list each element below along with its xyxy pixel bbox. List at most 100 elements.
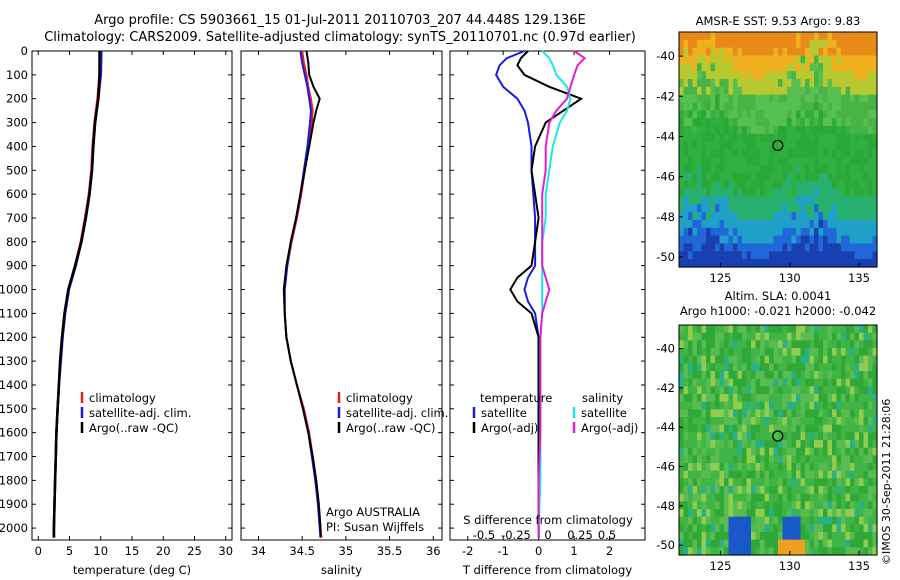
map-cell	[854, 440, 860, 449]
map-cell	[773, 501, 779, 510]
map-cell	[850, 180, 856, 190]
map-cell	[800, 118, 806, 127]
map-cell	[737, 478, 743, 487]
map-cell	[841, 332, 847, 341]
map-cell	[769, 173, 775, 182]
map-cell	[782, 547, 788, 556]
map-cell	[841, 196, 847, 205]
map-cell	[728, 126, 734, 135]
map-cell	[841, 516, 847, 525]
map-cell	[733, 470, 739, 479]
map-cell	[728, 340, 734, 349]
map-cell	[863, 532, 869, 541]
map-cell	[778, 355, 784, 364]
map-cell	[787, 71, 793, 80]
map-cell	[692, 227, 698, 237]
map-cell	[742, 394, 748, 403]
map-cell	[827, 212, 833, 221]
map-cell	[760, 325, 766, 334]
map-cell	[809, 243, 815, 252]
map-cell	[809, 32, 815, 41]
map-cell	[769, 118, 775, 127]
map-cell	[764, 196, 770, 205]
map-cell	[755, 493, 761, 502]
map-cell	[755, 32, 761, 41]
map-cell	[814, 501, 820, 510]
map-cell	[814, 79, 820, 88]
map-cell	[791, 371, 797, 380]
map-cell	[850, 126, 856, 135]
map-cell	[791, 32, 797, 41]
map-cell	[868, 235, 874, 245]
map-cell	[818, 378, 824, 387]
map-cell	[773, 539, 779, 548]
map-cell	[868, 417, 874, 426]
map-cell	[701, 102, 707, 111]
map-cell	[872, 71, 878, 80]
map-cell	[814, 102, 820, 111]
map-cell	[800, 126, 806, 135]
map-cell	[688, 63, 694, 72]
map-cell	[751, 126, 757, 135]
map-cell	[787, 501, 793, 510]
map-cell	[737, 332, 743, 341]
map-cell	[832, 501, 838, 510]
x2-tick-label: -0.25	[501, 528, 531, 542]
map-cell	[796, 94, 802, 104]
map-cell	[737, 340, 743, 349]
map-cell	[778, 348, 784, 357]
map-cell	[872, 325, 878, 334]
map-cell	[836, 86, 842, 96]
map-cell	[679, 463, 685, 472]
map-cell	[737, 79, 743, 88]
map-cell	[733, 235, 739, 245]
map-cell	[751, 204, 757, 213]
map-cell	[859, 173, 865, 182]
map-cell	[809, 547, 815, 556]
map-cell	[692, 141, 698, 151]
map-cell	[791, 243, 797, 252]
map-cell	[863, 32, 869, 41]
map-cell	[746, 547, 752, 556]
map-cell	[868, 141, 874, 151]
map-cell	[836, 126, 842, 135]
map-cell	[733, 188, 739, 198]
series-line-satellite-adj-clim-	[283, 50, 322, 538]
map-cell	[697, 325, 703, 334]
map-cell	[751, 409, 757, 418]
map-cell	[850, 86, 856, 96]
map-cell	[800, 332, 806, 341]
map-cell	[836, 401, 842, 410]
map-cell	[845, 94, 851, 104]
map-cell	[818, 141, 824, 151]
map-cell	[733, 32, 739, 41]
map-cell	[836, 409, 842, 418]
map-cell	[814, 133, 820, 143]
map-cell	[751, 243, 757, 252]
map-cell	[859, 332, 865, 341]
map-cell	[733, 371, 739, 380]
map-cell	[827, 259, 833, 268]
map-cell	[841, 133, 847, 143]
map-cell	[769, 363, 775, 372]
map-cell	[850, 394, 856, 403]
map-cell	[814, 126, 820, 135]
map-cell	[773, 118, 779, 127]
map-cell	[845, 126, 851, 135]
map-cell	[773, 325, 779, 334]
map-cell	[692, 157, 698, 166]
map-cell	[688, 55, 694, 64]
map-cell	[692, 180, 698, 190]
map-cell	[751, 71, 757, 80]
map-cell	[688, 173, 694, 182]
map-cell	[719, 94, 725, 104]
map-cell	[823, 363, 829, 372]
map-cell	[841, 55, 847, 64]
map-cell	[728, 516, 734, 525]
map-cell	[751, 32, 757, 41]
map-cell	[746, 141, 752, 151]
map-cell	[760, 516, 766, 525]
map-cell	[850, 363, 856, 372]
map-cell	[800, 463, 806, 472]
map-cell	[791, 547, 797, 556]
